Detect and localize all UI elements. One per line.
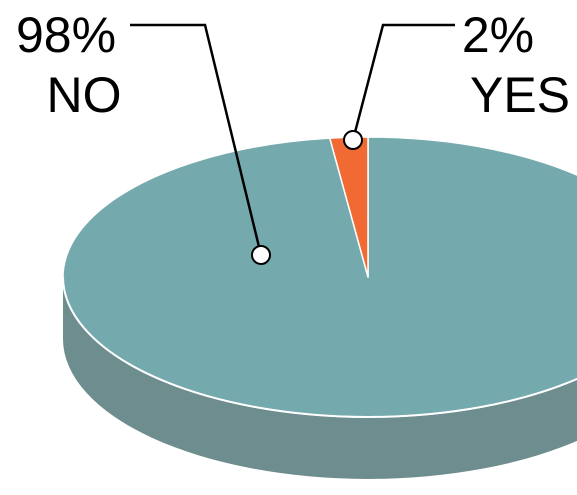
- slice-label-no-name: NO: [47, 67, 122, 123]
- slice-label-no-percent: 98%: [16, 7, 116, 63]
- slice-label-yes-name: YES: [470, 67, 570, 123]
- pie-rim-highlight: [62, 276, 577, 418]
- leader-dot-no: [251, 245, 271, 265]
- leader-dot-yes: [343, 130, 363, 150]
- leader-line-no: [130, 23, 263, 256]
- slice-label-yes-percent: 2%: [462, 7, 534, 63]
- pie-labels: 98% NO 2% YES: [16, 7, 570, 265]
- pie-side-wall: [63, 277, 577, 479]
- pie-body: [62, 136, 577, 479]
- leader-line-yes: [351, 23, 455, 141]
